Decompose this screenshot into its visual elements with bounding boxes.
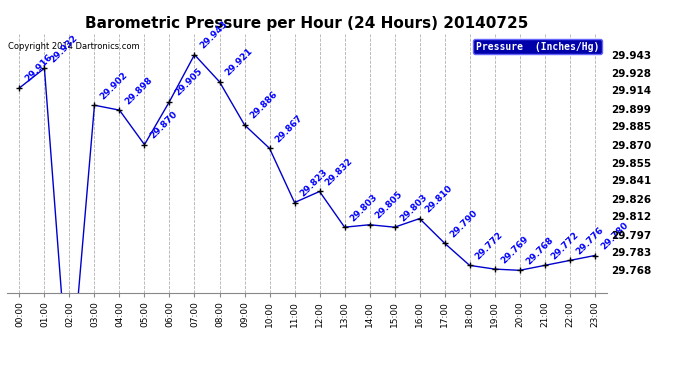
Legend: Pressure  (Inches/Hg): Pressure (Inches/Hg) [473, 39, 602, 54]
Text: 29.768: 29.768 [524, 235, 555, 266]
Text: 29.902: 29.902 [99, 70, 130, 101]
Text: 29.943: 29.943 [199, 20, 230, 51]
Text: 29.823: 29.823 [299, 168, 330, 198]
Text: 29.772: 29.772 [549, 230, 580, 261]
Text: 29.886: 29.886 [248, 90, 279, 121]
Text: 29.803: 29.803 [348, 192, 380, 223]
Text: 29.916: 29.916 [23, 53, 55, 84]
Text: 29.776: 29.776 [574, 225, 605, 256]
Text: Copyright 2014 Dartronics.com: Copyright 2014 Dartronics.com [8, 42, 140, 51]
Text: 29.772: 29.772 [474, 230, 505, 261]
Text: 29.867: 29.867 [274, 113, 305, 144]
Text: 29.832: 29.832 [324, 156, 355, 187]
Text: 29.932: 29.932 [48, 33, 79, 64]
Text: 29.898: 29.898 [124, 75, 155, 106]
Text: 29.905: 29.905 [174, 66, 204, 98]
Text: 29.769: 29.769 [499, 234, 530, 265]
Text: 29.870: 29.870 [148, 110, 179, 141]
Text: 29.810: 29.810 [424, 183, 455, 214]
Text: 29.780: 29.780 [599, 220, 630, 251]
Text: 29.803: 29.803 [399, 192, 430, 223]
Text: 29.805: 29.805 [374, 190, 404, 220]
Title: Barometric Pressure per Hour (24 Hours) 20140725: Barometric Pressure per Hour (24 Hours) … [86, 16, 529, 31]
Text: 29.921: 29.921 [224, 46, 255, 78]
Text: 29.664: 29.664 [0, 374, 1, 375]
Text: 29.790: 29.790 [448, 208, 480, 239]
